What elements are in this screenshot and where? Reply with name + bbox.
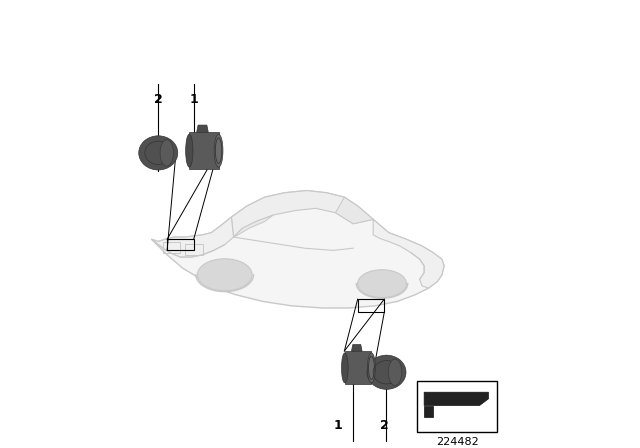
Ellipse shape (358, 270, 406, 297)
Polygon shape (189, 133, 218, 169)
Bar (417, 381, 497, 432)
Ellipse shape (342, 353, 348, 383)
Ellipse shape (186, 134, 193, 167)
Ellipse shape (197, 259, 252, 291)
Polygon shape (373, 220, 444, 288)
Bar (185, 244, 202, 255)
Bar (163, 242, 180, 254)
Polygon shape (345, 351, 371, 384)
Ellipse shape (367, 353, 376, 383)
Polygon shape (351, 345, 362, 351)
Ellipse shape (388, 359, 402, 385)
Ellipse shape (160, 140, 173, 166)
Ellipse shape (367, 355, 406, 389)
Polygon shape (234, 215, 273, 237)
Ellipse shape (139, 136, 178, 170)
Text: 2: 2 (380, 419, 388, 432)
Polygon shape (424, 392, 488, 405)
Text: 2: 2 (154, 93, 163, 106)
Polygon shape (424, 405, 433, 417)
Polygon shape (152, 190, 444, 308)
Text: 224482: 224482 (436, 436, 479, 447)
Text: 1: 1 (333, 419, 342, 432)
Polygon shape (152, 217, 234, 257)
Polygon shape (335, 197, 373, 224)
Polygon shape (232, 190, 373, 237)
Text: 1: 1 (189, 93, 198, 106)
Polygon shape (196, 125, 209, 133)
Ellipse shape (214, 134, 223, 167)
